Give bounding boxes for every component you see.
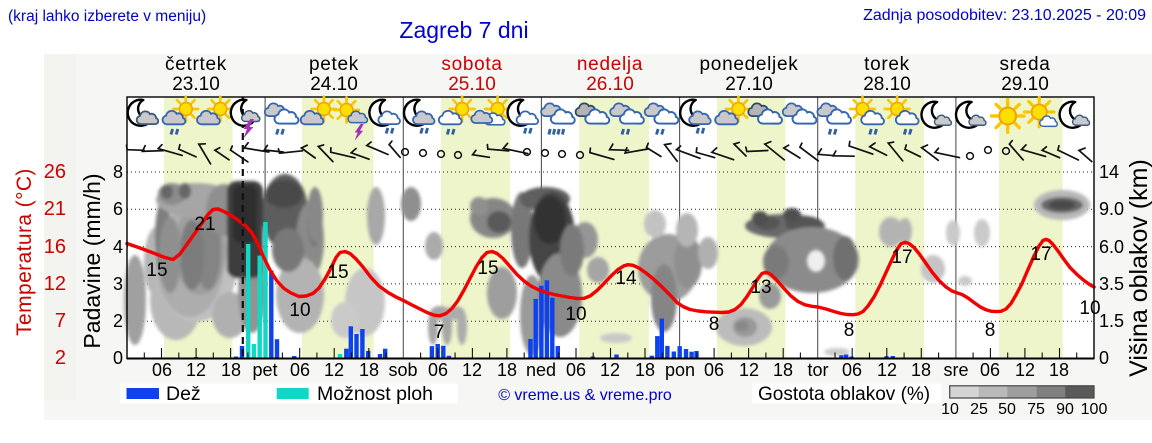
svg-text:12: 12 [739,360,759,380]
svg-text:(kraj lahko izberete v meniju): (kraj lahko izberete v meniju) [8,8,206,25]
svg-text:6: 6 [113,199,123,219]
svg-text:14: 14 [1099,162,1119,182]
svg-text:50: 50 [998,401,1016,418]
svg-text:12: 12 [324,360,344,380]
svg-text:10: 10 [941,401,959,418]
svg-text:© vreme.us & vreme.pro: © vreme.us & vreme.pro [498,387,672,404]
svg-text:21: 21 [194,214,215,235]
svg-text:Padavine (mm/h): Padavine (mm/h) [79,173,105,348]
svg-text:25: 25 [970,401,988,418]
svg-text:Možnost ploh: Možnost ploh [317,383,433,405]
svg-text:29.10: 29.10 [1001,74,1049,95]
svg-text:90: 90 [1056,401,1074,418]
svg-text:10: 10 [565,304,586,325]
svg-text:3: 3 [113,274,123,294]
svg-text:8: 8 [113,162,123,182]
svg-text:4: 4 [113,237,123,257]
svg-text:petek: petek [309,54,359,75]
svg-text:Višina oblakov (km): Višina oblakov (km) [1125,159,1152,377]
svg-text:nedelja: nedelja [577,54,643,75]
svg-text:06: 06 [704,360,724,380]
svg-text:Temperatura (°C): Temperatura (°C) [13,168,36,336]
svg-text:06: 06 [980,360,1000,380]
svg-text:18: 18 [359,360,379,380]
svg-text:8: 8 [709,314,720,335]
svg-text:2: 2 [113,311,123,331]
svg-text:Zadnja posodobitev: 23.10.2025: Zadnja posodobitev: 23.10.2025 - 20:09 [863,7,1146,24]
svg-text:0: 0 [113,348,123,368]
svg-text:23.10: 23.10 [172,74,220,95]
svg-text:14: 14 [615,268,637,289]
svg-text:Zagreb 7 dni: Zagreb 7 dni [399,17,528,43]
svg-text:pon: pon [665,360,695,380]
svg-text:0: 0 [1099,348,1109,368]
svg-text:100: 100 [1081,401,1108,418]
svg-text:9.0: 9.0 [1099,199,1124,219]
svg-text:sre: sre [943,360,968,380]
svg-text:06: 06 [152,360,172,380]
svg-text:17: 17 [891,247,912,268]
svg-text:7: 7 [55,310,66,332]
svg-text:18: 18 [773,360,793,380]
svg-text:28.10: 28.10 [863,74,911,95]
svg-text:Gostota oblakov (%): Gostota oblakov (%) [758,384,930,405]
svg-text:26.10: 26.10 [586,74,634,95]
svg-text:12: 12 [186,360,206,380]
svg-text:3.5: 3.5 [1099,274,1124,294]
svg-text:13: 13 [750,277,771,298]
svg-text:06: 06 [842,360,862,380]
svg-text:18: 18 [911,360,931,380]
svg-text:25.10: 25.10 [448,74,496,95]
svg-text:12: 12 [600,360,620,380]
svg-text:24.10: 24.10 [310,74,358,95]
svg-text:8: 8 [844,320,855,341]
svg-text:15: 15 [327,262,348,283]
svg-text:75: 75 [1027,401,1045,418]
svg-text:06: 06 [290,360,310,380]
svg-text:18: 18 [1049,360,1069,380]
svg-text:tor: tor [807,360,828,380]
svg-text:18: 18 [635,360,655,380]
svg-text:10: 10 [289,300,310,321]
svg-text:21: 21 [44,198,66,220]
svg-text:17: 17 [1030,244,1051,265]
svg-text:7: 7 [434,322,445,343]
svg-text:12: 12 [1015,360,1035,380]
svg-text:torek: torek [864,54,910,75]
svg-text:26: 26 [44,161,66,183]
svg-text:12: 12 [44,273,66,295]
svg-text:četrtek: četrtek [165,54,227,75]
svg-text:27.10: 27.10 [725,74,773,95]
svg-text:ned: ned [526,360,556,380]
svg-text:sreda: sreda [999,54,1050,75]
svg-text:12: 12 [462,360,482,380]
svg-text:10: 10 [1079,298,1100,319]
svg-text:18: 18 [221,360,241,380]
svg-text:sob: sob [388,360,417,380]
svg-text:15: 15 [477,258,498,279]
svg-text:Dež: Dež [166,383,201,405]
svg-text:sobota: sobota [441,54,502,75]
svg-text:06: 06 [566,360,586,380]
svg-text:8: 8 [985,320,996,341]
svg-text:pet: pet [252,360,277,380]
svg-text:2: 2 [55,347,66,369]
svg-text:15: 15 [146,260,167,281]
svg-text:6.0: 6.0 [1099,237,1124,257]
svg-text:16: 16 [44,236,66,258]
svg-text:1.5: 1.5 [1099,311,1124,331]
svg-text:06: 06 [428,360,448,380]
svg-text:18: 18 [497,360,517,380]
svg-text:12: 12 [877,360,897,380]
svg-text:ponedeljek: ponedeljek [700,54,799,75]
